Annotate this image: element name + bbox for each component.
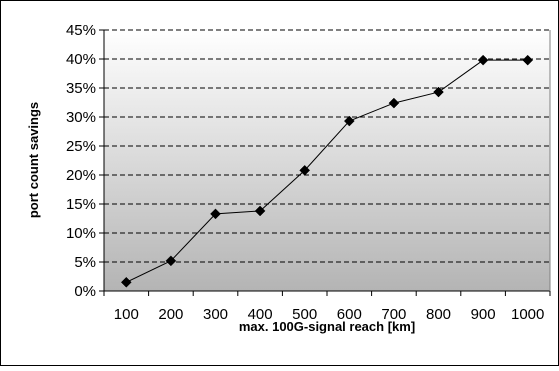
x-tick-label: 800 bbox=[426, 306, 451, 323]
x-axis-title: max. 100G-signal reach [km] bbox=[239, 319, 415, 334]
data-point-marker bbox=[388, 97, 400, 109]
axes bbox=[99, 29, 551, 296]
x-tick-label: 500 bbox=[292, 306, 317, 323]
gridlines bbox=[104, 29, 550, 263]
y-tick-label: 25% bbox=[66, 138, 96, 155]
x-tick-label: 900 bbox=[471, 306, 496, 323]
series-line bbox=[126, 59, 528, 283]
tick-labels: 0% 5% 10% 15% 20% 25% 30% 35% 40% 45% 100 200 300 400… bbox=[66, 22, 544, 323]
y-tick-label: 5% bbox=[74, 254, 96, 271]
data-point-marker bbox=[165, 255, 177, 267]
x-tick-label: 400 bbox=[248, 306, 273, 323]
x-tick-label: 1000 bbox=[511, 306, 544, 323]
y-tick-label: 35% bbox=[66, 80, 96, 97]
y-tick-label: 0% bbox=[74, 283, 96, 300]
data-point-marker bbox=[254, 205, 266, 217]
data-point-marker bbox=[299, 165, 311, 176]
x-tick-label: 700 bbox=[381, 306, 406, 323]
y-axis-title: port count savings bbox=[26, 102, 41, 218]
y-tick-label: 20% bbox=[66, 167, 96, 184]
data-point-marker bbox=[343, 115, 355, 127]
data-point-marker bbox=[433, 86, 444, 98]
data-point-marker bbox=[477, 54, 489, 66]
data-series bbox=[120, 54, 534, 288]
x-tick-label: 300 bbox=[203, 306, 228, 323]
y-tick-label: 30% bbox=[66, 109, 96, 126]
plot-area bbox=[104, 30, 550, 291]
data-point-marker bbox=[210, 208, 221, 220]
x-tick-label: 100 bbox=[114, 306, 139, 323]
y-tick-label: 10% bbox=[66, 225, 96, 242]
x-tick-label: 600 bbox=[337, 306, 362, 323]
y-tick-label: 45% bbox=[66, 22, 96, 39]
data-point-marker bbox=[120, 276, 132, 288]
data-point-marker bbox=[522, 54, 534, 66]
y-tick-label: 15% bbox=[66, 196, 96, 213]
y-tick-label: 40% bbox=[66, 51, 96, 68]
x-tick-label: 200 bbox=[158, 306, 183, 323]
